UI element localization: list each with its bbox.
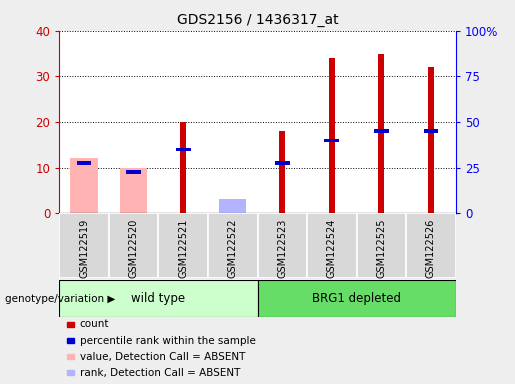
Bar [109,213,159,278]
Text: percentile rank within the sample: percentile rank within the sample [80,336,256,346]
Text: GSM122521: GSM122521 [178,218,188,278]
Text: GSM122522: GSM122522 [228,218,238,278]
Text: GSM122526: GSM122526 [426,218,436,278]
Bar [356,213,406,278]
Bar [219,199,246,213]
Bar [208,213,258,278]
Text: GSM122523: GSM122523 [277,218,287,278]
Text: genotype/variation ▶: genotype/variation ▶ [5,293,115,304]
Bar [59,213,109,278]
Bar [275,161,290,165]
Title: GDS2156 / 1436317_at: GDS2156 / 1436317_at [177,13,338,27]
Bar [428,67,434,213]
Bar [379,53,384,213]
Bar [126,170,141,174]
Text: value, Detection Call = ABSENT: value, Detection Call = ABSENT [80,352,245,362]
Text: wild type: wild type [131,292,185,305]
Bar [258,280,456,317]
Bar [71,159,98,213]
Bar [180,122,186,213]
Text: count: count [80,319,109,329]
Text: GSM122519: GSM122519 [79,218,89,278]
Text: GSM122520: GSM122520 [129,218,139,278]
Bar [324,139,339,142]
Bar [120,167,147,213]
Bar [258,213,307,278]
Bar [423,129,438,132]
Bar [77,161,92,165]
Text: GSM122524: GSM122524 [327,218,337,278]
Bar [374,129,389,132]
Text: rank, Detection Call = ABSENT: rank, Detection Call = ABSENT [80,368,240,378]
Bar [219,209,246,213]
Bar [59,280,258,317]
Text: BRG1 depleted: BRG1 depleted [312,292,401,305]
Bar [406,213,456,278]
Bar [307,213,356,278]
Text: GSM122525: GSM122525 [376,218,386,278]
Bar [176,148,191,151]
Bar [329,58,335,213]
Bar [159,213,208,278]
Bar [279,131,285,213]
